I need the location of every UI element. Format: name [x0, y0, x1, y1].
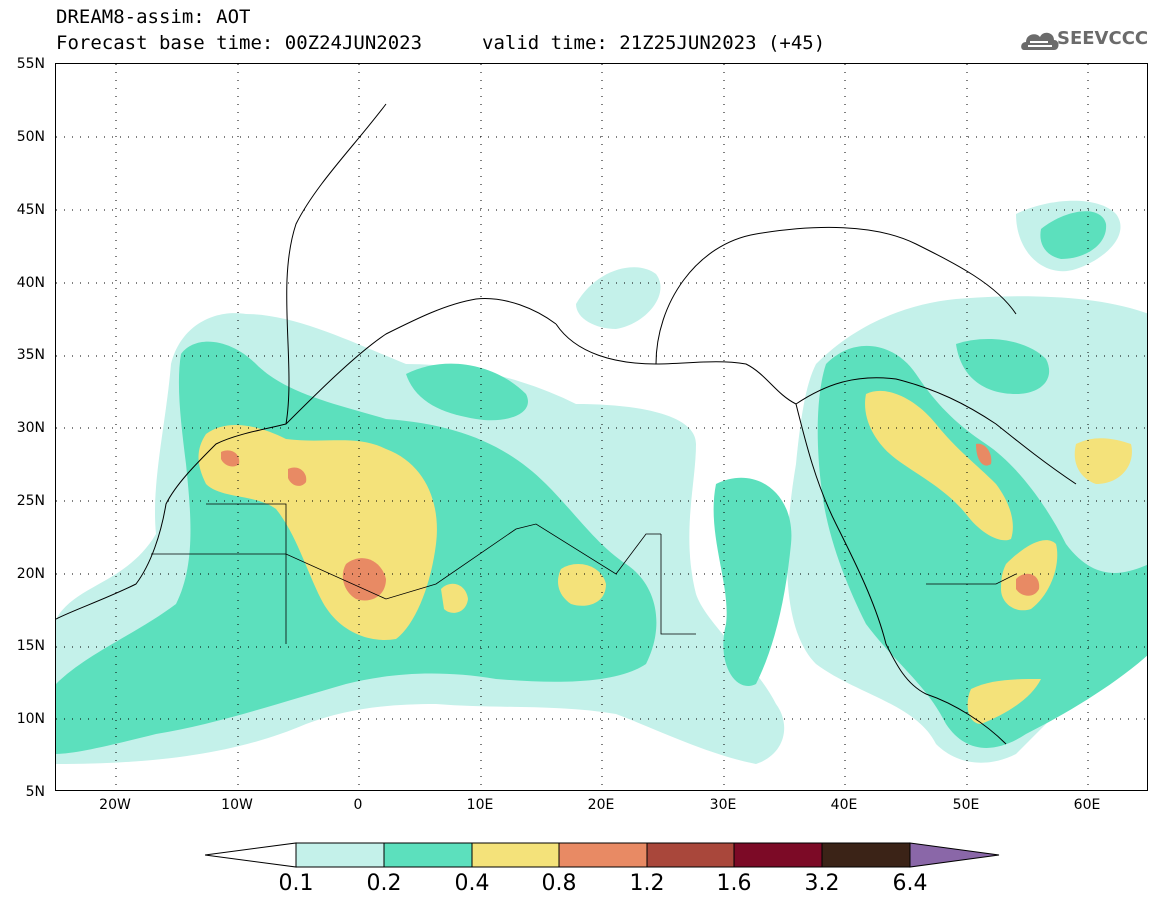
- colorbar-box-5: [733, 842, 823, 868]
- lon-label-30e: 30E: [709, 797, 737, 813]
- coastlines: [56, 103, 1077, 745]
- lat-label-55n: 55N: [16, 56, 45, 72]
- aot-fill-high-pakistan: [1074, 438, 1132, 484]
- colorbar-box-3: [558, 842, 648, 868]
- colorbar-label-1.6: 1.6: [716, 871, 752, 896]
- lat-label-30n: 30N: [16, 420, 45, 436]
- aot-fill-high-chad: [558, 564, 606, 606]
- colorbar-box-1: [383, 842, 473, 868]
- aot-fill-vhigh-morocco: [221, 450, 240, 467]
- lon-label-50e: 50E: [952, 797, 980, 813]
- lat-label-10n: 10N: [16, 711, 45, 727]
- lat-label-25n: 25N: [16, 493, 45, 509]
- forecast-base-time: Forecast base time: 00Z24JUN2023: [56, 32, 423, 54]
- colorbar-label-0.4: 0.4: [454, 871, 490, 896]
- aot-fill-mid-caspian: [1040, 211, 1107, 259]
- lon-label-20w: 20W: [99, 797, 131, 813]
- colorbar-box-0: [295, 842, 385, 868]
- aot-fill-high-yemen: [967, 679, 1041, 724]
- aot-fill-mid-north: [406, 363, 528, 421]
- aot-fill-vhigh-sahara: [288, 467, 307, 486]
- lon-label-0: 0: [353, 797, 363, 813]
- logo-text: SEEVCCC: [1057, 28, 1149, 49]
- aot-map: [55, 63, 1148, 791]
- aot-fill-low-balkans: [576, 267, 661, 329]
- colorbar-over-arrow: [909, 842, 1000, 868]
- colorbar-label-1.2: 1.2: [629, 871, 665, 896]
- aot-fill-vhigh-oman: [1016, 573, 1040, 596]
- aot-fill-vhigh-kuwait: [976, 443, 992, 466]
- colorbar-box-4: [646, 842, 735, 868]
- lat-label-5n: 5N: [25, 784, 45, 800]
- aot-fill-mid-iran: [956, 339, 1050, 394]
- colorbar-box-2: [471, 842, 560, 868]
- aot-fill-mid-egypt: [713, 477, 792, 686]
- lat-label-20n: 20N: [16, 566, 45, 582]
- colorbar-label-0.1: 0.1: [278, 871, 314, 896]
- lat-label-35n: 35N: [16, 347, 45, 363]
- valid-time: valid time: 21Z25JUN2023 (+45): [482, 32, 826, 54]
- colorbar-box-6: [821, 842, 911, 868]
- colorbar-label-0.2: 0.2: [366, 871, 402, 896]
- borders: [151, 503, 1017, 644]
- lat-label-15n: 15N: [16, 638, 45, 654]
- aot-fill-high-iraq: [865, 390, 1013, 541]
- lon-label-60e: 60E: [1073, 797, 1101, 813]
- lat-label-45n: 45N: [16, 202, 45, 218]
- aot-fill-high-niger: [441, 583, 468, 613]
- lon-label-40e: 40E: [830, 797, 858, 813]
- chart-title-line1: DREAM8-assim: AOT: [56, 6, 251, 28]
- colorbar-label-3.2: 3.2: [804, 871, 840, 896]
- lon-label-10e: 10E: [466, 797, 494, 813]
- colorbar: [205, 842, 1000, 868]
- colorbar-label-6.4: 6.4: [892, 871, 928, 896]
- cloud-icon: [1021, 32, 1059, 50]
- colorbar-label-0.8: 0.8: [541, 871, 577, 896]
- aot-map-canvas: [56, 64, 1147, 790]
- lat-label-50n: 50N: [16, 129, 45, 145]
- lon-label-20e: 20E: [587, 797, 615, 813]
- lon-label-10w: 10W: [221, 797, 253, 813]
- aot-fill-vhigh-algeria: [342, 558, 386, 601]
- lat-label-40n: 40N: [16, 275, 45, 291]
- colorbar-under-arrow: [205, 842, 297, 868]
